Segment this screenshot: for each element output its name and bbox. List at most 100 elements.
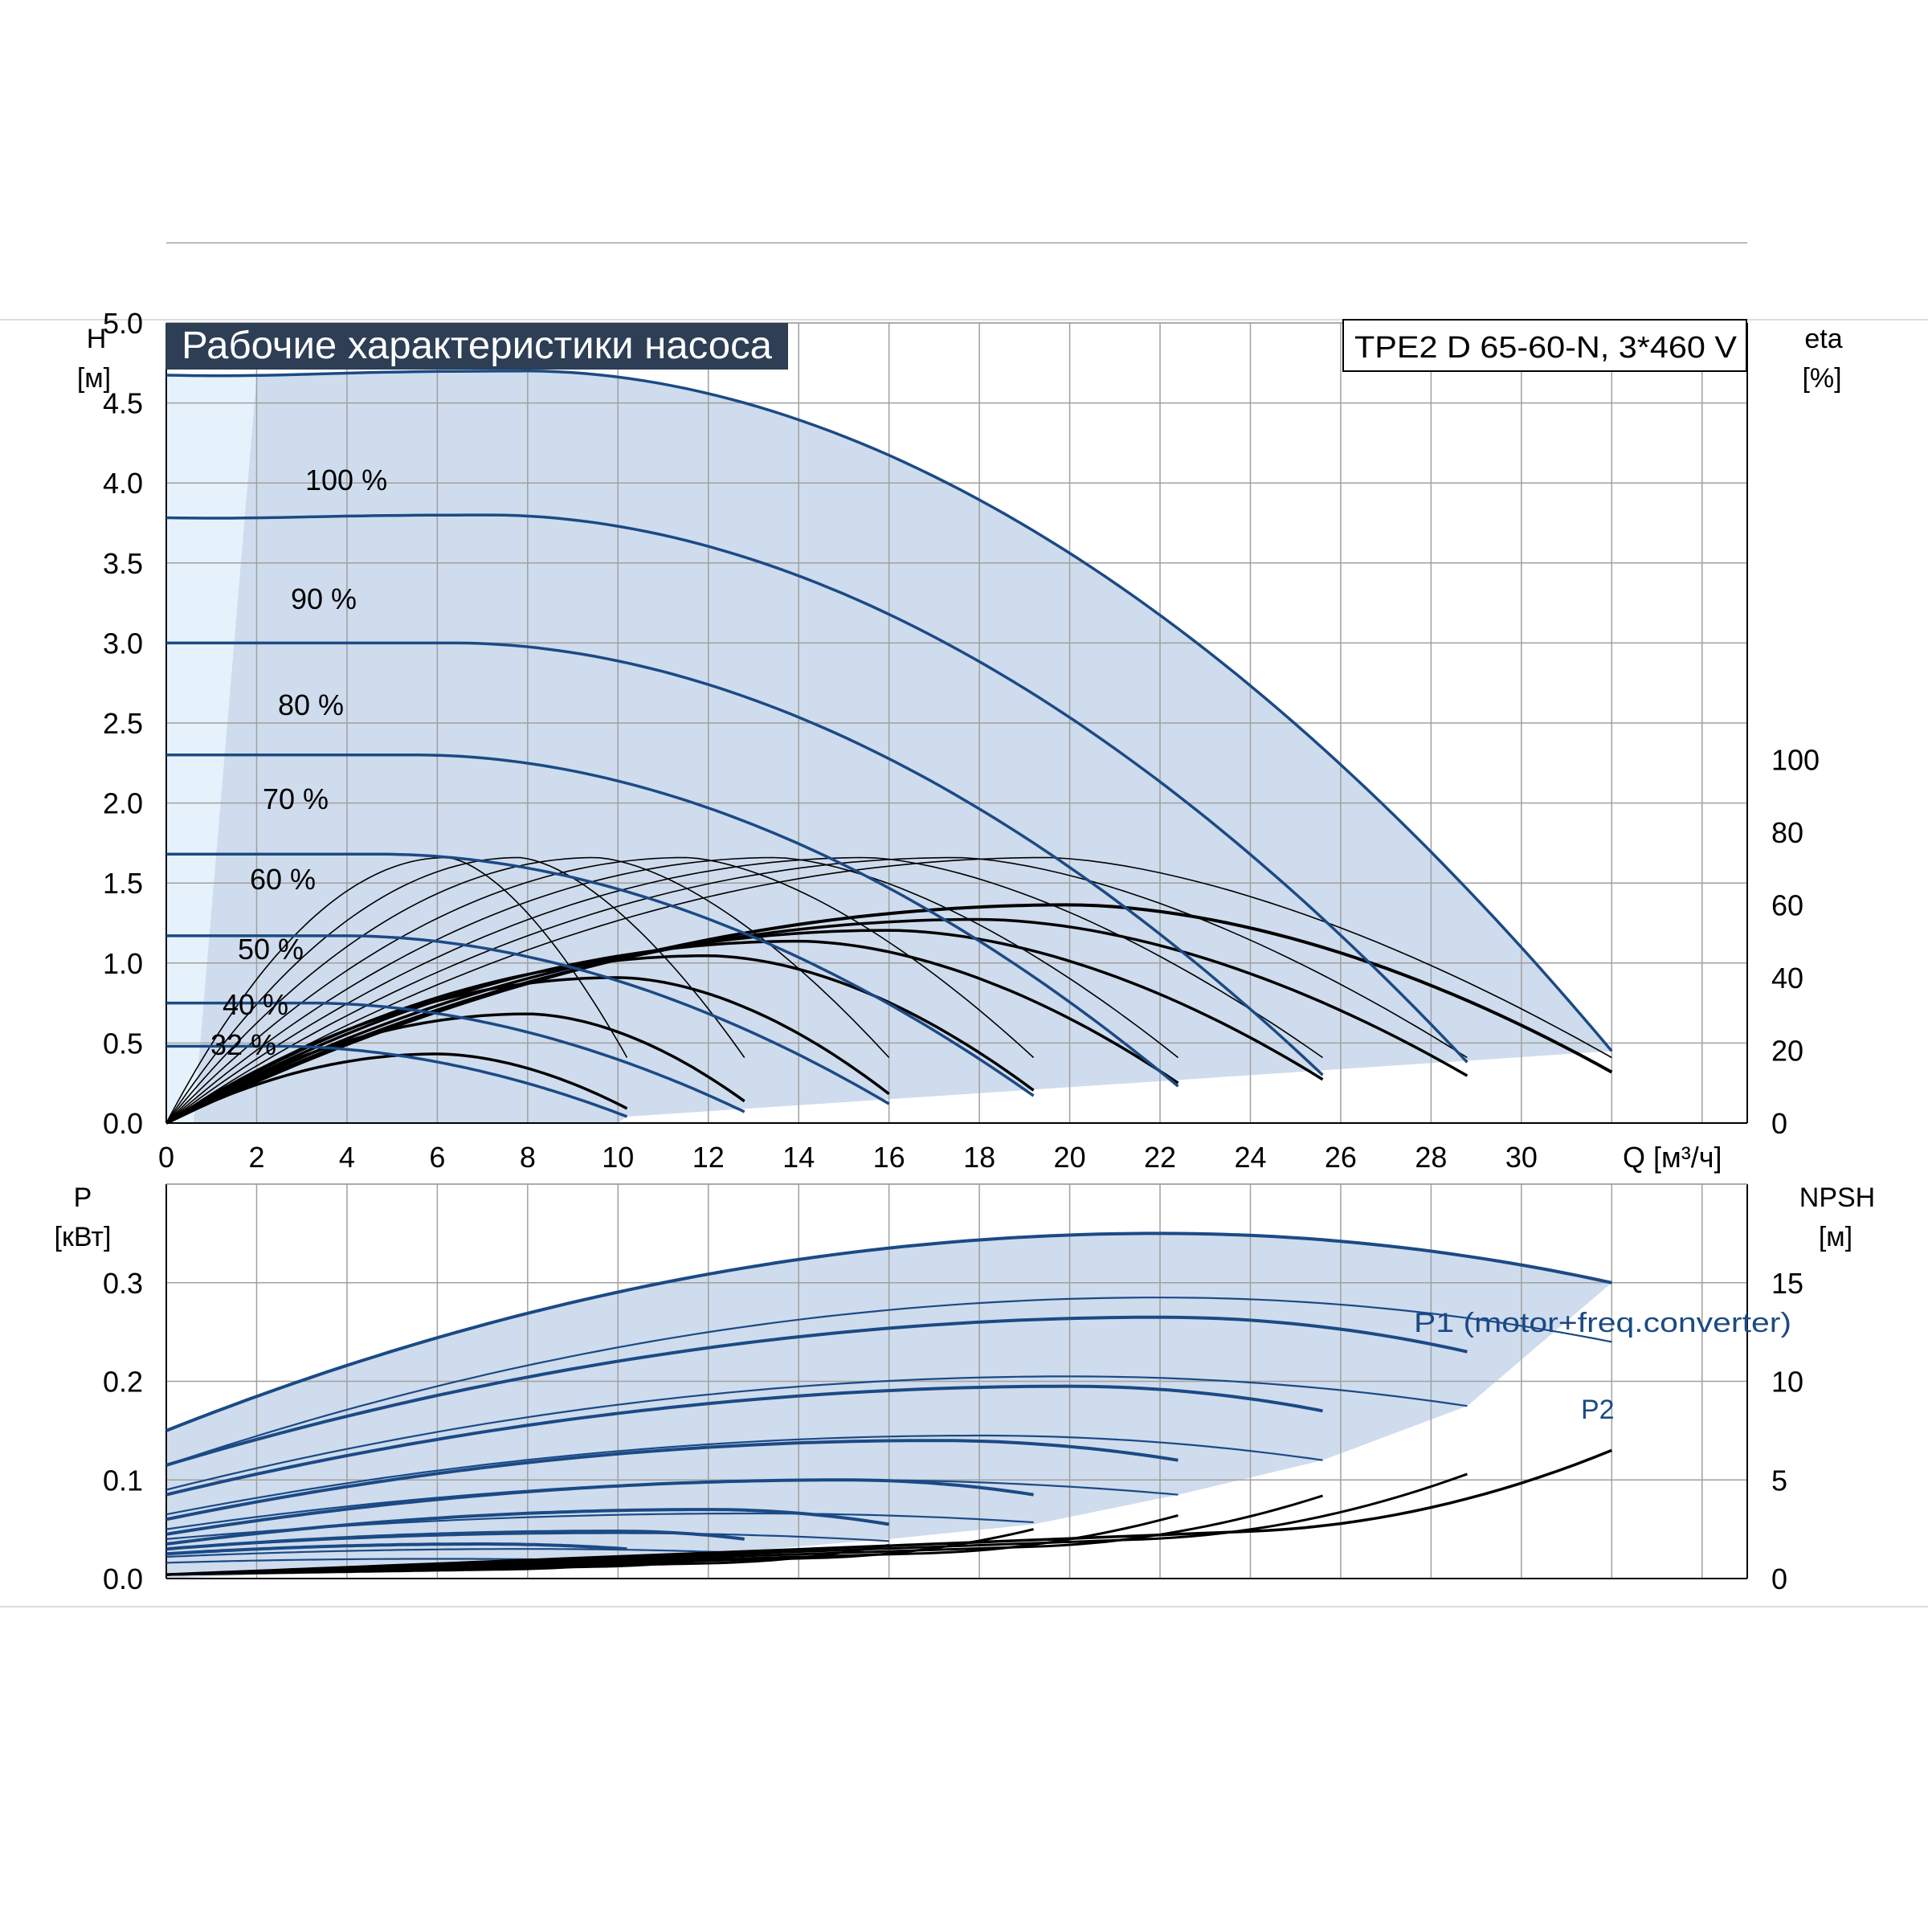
speed-label-5: 60 % [250,863,316,896]
x-tick-label: 30 [1505,1141,1538,1174]
eta-thin-curve-2 [165,856,745,1124]
npsh-curve-8 [165,1561,627,1576]
p-tick-label: 0.1 [103,1464,143,1497]
y-right-label-symbol: eta [1804,324,1842,354]
speed-label-6: 50 % [238,933,304,966]
eta-tick-label: 60 [1771,888,1803,921]
title-badge-text: Рабочие характеристики насоса [182,325,772,367]
eta-thin-curve-8 [165,856,1612,1124]
model-label: TPE2 D 65-60-N, 3*460 V [1354,331,1738,365]
p1-curve-8 [165,1542,627,1556]
speed-curve-6 [166,934,890,1105]
p2-curve-5 [165,1512,1034,1540]
p1-curve-4 [165,1439,1178,1522]
p2-curve-1 [165,1297,1612,1466]
speed-label-8: 32 % [210,1028,276,1061]
eta-curve-2 [165,917,1468,1125]
model-label-box [1342,319,1747,372]
p2-curve-4 [165,1479,1178,1530]
npsh-label-unit: [м] [1819,1222,1852,1252]
x-tick-label: 0 [158,1141,174,1174]
y-tick-label: 3.0 [103,627,143,660]
npsh-tick-label: 5 [1771,1464,1787,1497]
y-left-label-symbol: H [87,324,107,354]
y-tick-label: 0.0 [103,1107,143,1140]
x-tick-label: 16 [873,1141,905,1174]
p-tick-label: 0.3 [103,1267,143,1300]
y-tick-label: 1.5 [103,867,143,900]
x-tick-label: 18 [963,1141,995,1174]
npsh-label-symbol: NPSH [1799,1182,1875,1213]
title-badge [165,323,788,370]
x-tick-label: 12 [692,1141,725,1174]
head-operating-area [193,370,1612,1123]
eta-thin-curve-4 [165,856,1035,1124]
y-tick-label: 1.0 [103,947,143,980]
x-tick-label: 22 [1144,1141,1176,1174]
speed-curve-1 [165,370,1613,1052]
eta-thin-curve-7 [165,856,1468,1124]
x-tick-label: 10 [602,1141,634,1174]
eta-tick-label: 0 [1771,1107,1787,1140]
p2-curve-7 [165,1548,745,1558]
eta-curve-6 [165,976,890,1125]
speed-curve-3 [166,641,1324,1076]
y-right-label-unit: [%] [1802,363,1841,394]
eta-thin-curve-5 [165,856,1178,1124]
speed-curve-2 [165,513,1468,1064]
y-tick-label: 5.0 [103,307,143,340]
y-tick-label: 4.5 [103,387,143,420]
p2-curve-label: P2 [1581,1395,1615,1425]
y-tick-label: 4.0 [103,467,143,500]
p-tick-label: 0.2 [103,1366,143,1399]
speed-label-3: 80 % [278,688,344,721]
x-tick-label: 4 [339,1141,355,1174]
speed-curve-7 [166,1001,745,1113]
y-left-label-unit: [м] [77,363,111,394]
x-tick-label: 28 [1415,1141,1447,1174]
x-tick-label: 26 [1325,1141,1357,1174]
p1-curve-2 [165,1315,1468,1467]
p1-curve-3 [165,1384,1323,1497]
y-tick-label: 3.5 [103,547,143,580]
x-tick-label: 2 [248,1141,264,1174]
p-tick-label: 0.0 [103,1562,143,1595]
y-tick-label: 2.5 [103,707,143,740]
eta-tick-label: 40 [1771,962,1803,995]
y-tick-label: 2.0 [103,787,143,820]
x-tick-label: 14 [782,1141,815,1174]
speed-curve-8 [166,1044,628,1118]
npsh-tick-label: 15 [1771,1267,1803,1300]
p2-curve-6 [165,1532,889,1550]
speed-curve-4 [166,754,1179,1088]
npsh-tick-label: 10 [1771,1366,1803,1399]
eta-tick-label: 80 [1771,816,1803,849]
p2-curve-2 [165,1375,1468,1491]
speed-label-7: 40 % [223,988,288,1021]
x-tick-label: 8 [520,1141,536,1174]
p1-curve-1 [165,1231,1612,1432]
npsh-tick-label: 0 [1771,1562,1787,1595]
x-axis-label: Q [м³/ч] [1623,1141,1722,1174]
p-left-label-symbol: P [74,1182,92,1213]
p1-curve-label: P1 (motor+freq.converter) [1414,1308,1791,1338]
x-tick-label: 20 [1054,1141,1086,1174]
eta-curve-7 [165,1012,745,1125]
eta-thin-curve-6 [165,856,1323,1124]
speed-label-2: 90 % [291,582,357,615]
x-tick-label: 24 [1234,1141,1266,1174]
eta-thin-curve-1 [165,856,628,1124]
speed-label-1: 100 % [305,464,387,496]
speed-label-4: 70 % [263,782,329,815]
eta-tick-label: 100 [1771,743,1820,776]
speed-curve-5 [166,852,1035,1097]
eta-curve-3 [165,929,1324,1125]
eta-curve-4 [165,939,1179,1125]
p2-curve-3 [165,1434,1323,1516]
eta-tick-label: 20 [1771,1034,1803,1067]
p-left-label-unit: [кВт] [55,1222,112,1252]
x-tick-label: 6 [429,1141,445,1174]
y-tick-label: 0.5 [103,1027,143,1060]
